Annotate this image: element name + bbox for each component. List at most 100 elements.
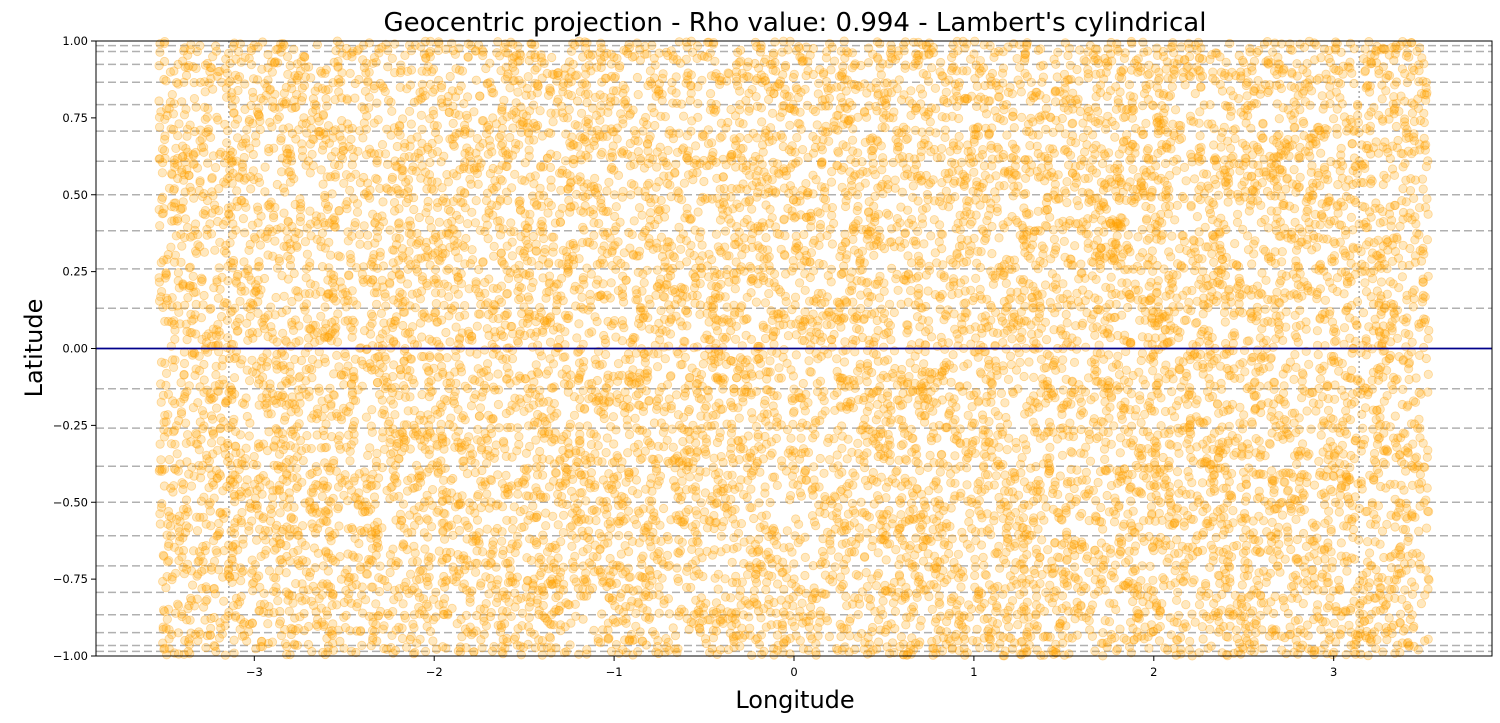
data-point bbox=[434, 217, 444, 227]
data-point bbox=[674, 37, 684, 47]
data-point bbox=[462, 219, 473, 229]
data-point bbox=[409, 610, 419, 620]
data-point bbox=[278, 499, 288, 509]
data-point bbox=[160, 358, 170, 368]
data-point bbox=[1083, 103, 1093, 114]
data-point bbox=[172, 449, 182, 459]
data-point bbox=[709, 107, 720, 117]
data-point bbox=[352, 199, 363, 209]
data-point bbox=[508, 524, 518, 534]
data-point bbox=[791, 350, 801, 360]
data-point bbox=[404, 246, 414, 256]
data-point bbox=[340, 470, 350, 480]
data-point bbox=[260, 162, 270, 172]
data-point bbox=[814, 482, 824, 492]
data-point bbox=[841, 591, 851, 602]
data-point bbox=[821, 203, 831, 213]
data-point bbox=[1172, 200, 1182, 210]
data-point bbox=[364, 38, 374, 48]
data-point bbox=[734, 454, 744, 465]
data-point bbox=[1232, 283, 1242, 294]
data-point bbox=[219, 158, 230, 168]
data-point bbox=[345, 456, 355, 466]
data-point bbox=[668, 263, 678, 274]
data-point bbox=[268, 396, 278, 406]
data-point bbox=[183, 292, 193, 303]
data-point bbox=[954, 131, 964, 142]
data-point bbox=[210, 245, 220, 255]
data-point bbox=[751, 297, 762, 307]
data-point bbox=[599, 413, 609, 424]
data-point bbox=[900, 228, 911, 238]
data-point bbox=[211, 163, 221, 173]
data-point bbox=[607, 162, 617, 173]
data-point bbox=[176, 257, 186, 267]
data-point bbox=[770, 222, 781, 232]
data-point bbox=[1232, 217, 1243, 227]
data-point bbox=[424, 48, 434, 58]
data-point bbox=[1096, 243, 1106, 253]
data-point bbox=[783, 331, 794, 341]
data-point bbox=[245, 376, 255, 386]
data-point bbox=[1410, 397, 1421, 407]
data-point bbox=[167, 90, 177, 100]
data-point bbox=[549, 232, 559, 242]
data-point bbox=[482, 489, 492, 499]
data-point bbox=[1143, 46, 1153, 56]
data-point bbox=[1013, 75, 1023, 85]
data-point bbox=[242, 411, 252, 422]
data-point bbox=[768, 401, 778, 411]
data-point bbox=[488, 210, 498, 220]
data-point bbox=[790, 300, 800, 310]
data-point bbox=[1334, 507, 1344, 517]
data-point bbox=[811, 639, 821, 649]
data-point bbox=[629, 216, 639, 226]
data-point bbox=[258, 470, 268, 481]
data-point bbox=[1363, 595, 1373, 605]
data-point bbox=[817, 410, 827, 420]
data-point bbox=[1336, 538, 1346, 548]
data-point bbox=[667, 286, 677, 296]
data-point bbox=[493, 399, 503, 410]
data-point bbox=[618, 119, 628, 129]
data-point bbox=[634, 508, 645, 518]
data-point bbox=[1099, 444, 1110, 454]
data-point bbox=[857, 157, 867, 167]
data-point bbox=[483, 309, 493, 320]
chart-title: Geocentric projection - Rho value: 0.994… bbox=[384, 8, 1207, 38]
data-point bbox=[1217, 127, 1227, 137]
data-point bbox=[944, 608, 955, 619]
data-point bbox=[234, 464, 244, 475]
data-point bbox=[474, 264, 484, 275]
data-point bbox=[1391, 121, 1402, 132]
data-point bbox=[417, 332, 427, 342]
data-point bbox=[817, 557, 827, 567]
data-point bbox=[554, 481, 564, 492]
data-point bbox=[808, 170, 818, 180]
data-point bbox=[399, 307, 410, 317]
data-point bbox=[369, 492, 380, 502]
data-point bbox=[469, 647, 479, 657]
data-point bbox=[260, 187, 270, 197]
data-point bbox=[840, 337, 850, 347]
data-point bbox=[493, 37, 503, 47]
data-point bbox=[949, 280, 959, 291]
data-point bbox=[193, 240, 203, 250]
data-point bbox=[958, 257, 969, 267]
data-point bbox=[463, 52, 473, 62]
data-point bbox=[1213, 190, 1224, 200]
data-point bbox=[1158, 573, 1168, 583]
data-point bbox=[428, 636, 438, 646]
data-point bbox=[820, 559, 831, 569]
data-point bbox=[857, 246, 868, 256]
data-point bbox=[1313, 349, 1323, 360]
data-point bbox=[478, 257, 488, 267]
data-point bbox=[502, 289, 512, 299]
data-point bbox=[684, 426, 694, 436]
data-point bbox=[1365, 548, 1375, 558]
data-point bbox=[548, 247, 558, 257]
data-point bbox=[970, 562, 980, 572]
data-point bbox=[808, 561, 818, 571]
data-point bbox=[964, 612, 975, 622]
